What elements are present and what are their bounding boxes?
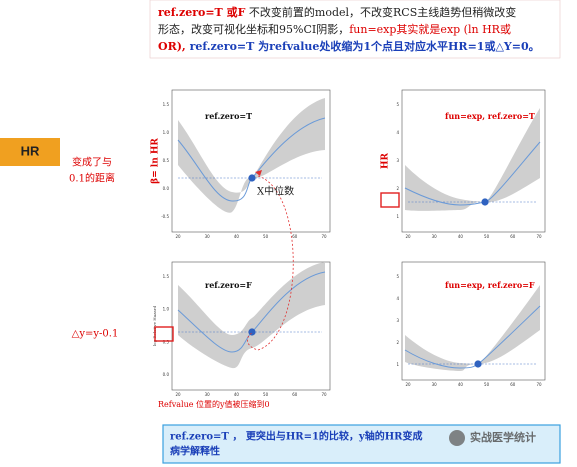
- footnote: Refvalue 位置的y值被压缩到0: [158, 399, 270, 409]
- note-blue: ref.zero=T 为refvalue处收缩为1个点且对应水平HR=1或△Y=…: [190, 39, 540, 53]
- note-red: OR),: [158, 40, 190, 53]
- ref-point: [481, 198, 489, 206]
- y-tick-label: 1.5: [163, 102, 170, 107]
- x-tick-label: 20: [175, 234, 181, 239]
- note-red: fun=exp其实就是exp (ln HR或: [349, 22, 511, 36]
- y-axis-label: HR: [381, 152, 391, 169]
- y-tick-label: 4: [396, 130, 399, 135]
- y-tick-label: 2: [396, 186, 399, 191]
- x-tick-label: 30: [205, 234, 211, 239]
- note-line: OR), ref.zero=T 为refvalue处收缩为1个点且对应水平HR=…: [158, 39, 540, 53]
- x-tick-label: 20: [405, 382, 411, 387]
- annotation: X中位数: [257, 185, 294, 198]
- y-tick-label: 1.0: [163, 307, 170, 312]
- x-tick-label: 50: [484, 382, 490, 387]
- y-tick-label: 0.0: [163, 372, 170, 377]
- x-tick-label: 30: [205, 392, 211, 397]
- bottom-text: 病学解释性: [170, 445, 220, 458]
- highlight-box: [154, 326, 174, 342]
- spline-line: [177, 271, 326, 353]
- arrow-head: [255, 170, 262, 176]
- hr-badge-text: HR: [21, 143, 40, 158]
- ci-band: [405, 285, 540, 371]
- note-line: 形态，改变可视化坐标和95%CI阴影，fun=exp其实就是exp (ln HR…: [158, 22, 511, 36]
- bottom-text: ref.zero=T ， 更突出与HR=1的比较，y轴的HR变成: [170, 430, 423, 443]
- ci-band: [405, 108, 540, 211]
- panels: ref.zero=T 20 30 40 50 60 70 1.5 1.0 0.5 0.0 -0.5 β=…: [151, 89, 546, 397]
- note-box: [149, 0, 561, 59]
- note-line: ref.zero=T 或F 不改变前置的model，不改变RCS主线趋势但稍微改…: [158, 5, 516, 19]
- y-tick-label: 0.5: [163, 158, 170, 163]
- x-tick-label: 60: [292, 234, 298, 239]
- ci-band: [178, 98, 325, 213]
- spline-line: [404, 141, 541, 206]
- x-tick-label: 60: [292, 392, 298, 397]
- x-tick-label: 40: [234, 234, 240, 239]
- note-text: 形态，改变可视化坐标和95%CI阴影，: [158, 22, 349, 36]
- link-curve: [247, 175, 294, 351]
- y-axis-label: log Relative Hazard: [152, 305, 157, 346]
- x-tick-label: 40: [458, 382, 464, 387]
- ref-point: [248, 174, 256, 182]
- left-note: 变成了与: [72, 156, 112, 169]
- left-note: △y=y-0.1: [72, 329, 119, 340]
- x-tick-label: 60: [510, 382, 516, 387]
- panel: ref.zero=F 20 30 40 50 60 70 1.5 1.0 0.5 0.0 log Re…: [152, 261, 331, 397]
- y-tick-label: 1: [396, 362, 399, 367]
- panel-label: fun=exp, ref.zero=T: [445, 111, 535, 121]
- ref-point: [248, 328, 256, 336]
- x-tick-label: 30: [432, 234, 438, 239]
- panel-label: ref.zero=T: [205, 111, 252, 121]
- note-text: 不改变前置的model，不改变RCS主线趋势但稍微改变: [245, 5, 516, 19]
- y-tick-label: 1: [396, 214, 399, 219]
- panel: ref.zero=T 20 30 40 50 60 70 1.5 1.0 0.5 0.0 -0.5 β=…: [151, 89, 331, 239]
- x-tick-label: 70: [536, 234, 542, 239]
- watermark: 实战医学统计: [470, 430, 536, 444]
- bottom-box: [162, 424, 561, 464]
- y-tick-label: -0.5: [161, 214, 169, 219]
- x-tick-label: 70: [321, 392, 327, 397]
- ref-point: [474, 360, 482, 368]
- y-tick-label: 5: [396, 274, 399, 279]
- x-tick-label: 70: [321, 234, 327, 239]
- panel-label: ref.zero=F: [205, 280, 252, 290]
- y-tick-label: 1.0: [163, 130, 170, 135]
- y-tick-label: 2: [396, 340, 399, 345]
- x-tick-label: 70: [536, 382, 542, 387]
- x-tick-label: 20: [405, 234, 411, 239]
- y-tick-label: 1.5: [163, 274, 170, 279]
- y-tick-label: 0.0: [163, 186, 170, 191]
- x-tick-label: 50: [263, 234, 269, 239]
- y-tick-label: 3: [396, 318, 399, 323]
- x-tick-label: 30: [432, 382, 438, 387]
- x-tick-label: 60: [510, 234, 516, 239]
- spline-line: [404, 305, 541, 369]
- y-axis-label: β= ln HR: [151, 138, 161, 184]
- panel: fun=exp, ref.zero=T 20 30 40 50 60 70 5 4 3 2 1 HR: [381, 89, 546, 239]
- left-note: 0.1的距离: [69, 172, 115, 185]
- ci-band: [178, 262, 325, 369]
- x-tick-label: 50: [484, 234, 490, 239]
- x-tick-label: 40: [458, 234, 464, 239]
- x-tick-label: 40: [234, 392, 240, 397]
- watermark-icon: [449, 430, 465, 446]
- panel-label: fun=exp, ref.zero=F: [445, 280, 535, 290]
- note-red: ref.zero=T 或F: [158, 5, 246, 19]
- y-tick-label: 0.5: [163, 339, 170, 344]
- x-tick-label: 50: [263, 392, 269, 397]
- panel: fun=exp, ref.zero=F 20 30 40 50 60 70 5 4 3 2 1: [396, 261, 546, 387]
- x-tick-label: 20: [175, 392, 181, 397]
- y-tick-label: 5: [396, 102, 399, 107]
- y-tick-label: 4: [396, 296, 399, 301]
- y-tick-label: 3: [396, 158, 399, 163]
- highlight-box: [380, 192, 400, 208]
- spline-line: [177, 117, 326, 202]
- hr-badge: [0, 138, 60, 166]
